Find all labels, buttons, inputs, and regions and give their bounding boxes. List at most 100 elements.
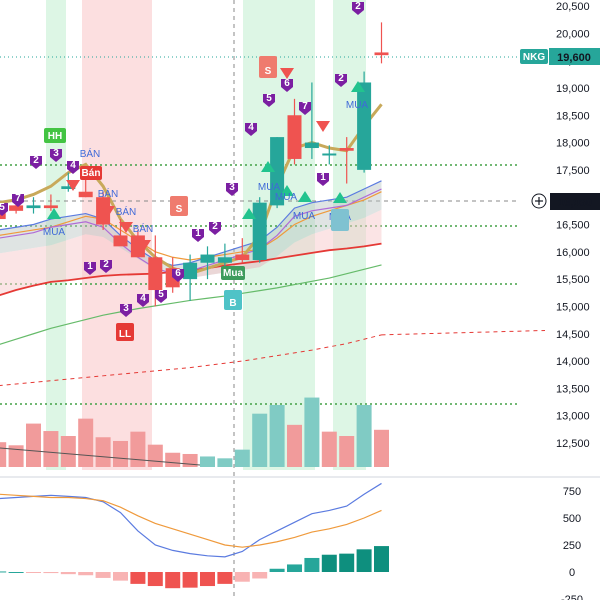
wave-marker-shape	[352, 2, 364, 15]
candle[interactable]	[322, 145, 337, 165]
candle-body	[217, 257, 232, 263]
candle-body	[287, 115, 302, 159]
macd-histogram-bar	[321, 554, 337, 572]
wave-marker-shape	[84, 262, 96, 275]
ll-badge-text: LL	[119, 329, 131, 340]
candle[interactable]	[200, 246, 215, 280]
candle[interactable]	[183, 254, 198, 301]
volume-bar	[356, 405, 372, 467]
candle-body	[78, 191, 93, 198]
sell-label: BÁN	[133, 222, 154, 235]
ma-dashed-ext	[381, 329, 546, 336]
buy-triangle	[351, 81, 365, 92]
macd-histogram-bar	[0, 571, 7, 573]
wave-marker-shape	[209, 222, 221, 235]
macd-histogram-bar	[130, 572, 146, 584]
wave-marker-shape	[137, 294, 149, 307]
crosshair-price-tag: 16,950	[550, 193, 600, 210]
crosshair-controls[interactable]	[531, 193, 547, 209]
price-tags: NKG 19,600 16,950	[520, 48, 600, 210]
buy-label: MUA	[258, 182, 281, 193]
price-tick-label: 16,000	[556, 247, 590, 259]
candle[interactable]	[78, 178, 93, 198]
wave-marker-shape	[263, 94, 275, 107]
volume-bar	[130, 431, 146, 467]
wave-marker-label: 3	[53, 148, 59, 159]
wave-marker: 2	[209, 221, 221, 235]
macd-histogram-bar	[8, 572, 24, 573]
wave-marker-label: 6	[175, 268, 181, 279]
candle-body	[304, 142, 319, 149]
volume-bar	[78, 418, 94, 467]
volume-bar	[8, 445, 24, 467]
candle[interactable]	[270, 137, 285, 209]
wave-marker-label: 3	[229, 182, 235, 193]
buy-tag-text: Mua	[223, 268, 243, 279]
candle[interactable]	[339, 137, 354, 184]
wave-marker: 1	[192, 228, 204, 242]
wave-marker: 4	[245, 122, 257, 136]
macd-histogram-bar	[26, 572, 41, 573]
volume-bar	[217, 458, 233, 467]
crosshair-tag-bg	[550, 193, 600, 210]
wave-marker: 6	[172, 268, 184, 282]
wave-marker-shape	[100, 260, 112, 273]
price-tick-label: 18,000	[556, 138, 590, 150]
volume-bar	[269, 405, 285, 467]
wave-marker-label: 3	[123, 303, 129, 314]
candle[interactable]	[304, 82, 319, 159]
osc-tick-label: 750	[563, 486, 581, 498]
price-tick-label: 13,000	[556, 411, 590, 423]
osc-tick-label: 250	[563, 540, 581, 552]
wave-marker-label: 2	[338, 73, 344, 84]
candle[interactable]	[252, 197, 267, 263]
wave-marker-label: 7	[15, 193, 21, 204]
b-badge-bg	[224, 290, 242, 310]
candle[interactable]	[96, 191, 111, 230]
macd-histogram-bar	[78, 572, 94, 576]
wave-marker-label: 2	[33, 155, 39, 166]
volume-bar	[43, 431, 59, 467]
wave-marker-shape	[30, 156, 42, 169]
buy-label: MUA	[293, 211, 316, 222]
signal-markers: 572341234561234567122MUAMUAMUAMUAMUAMUAB…	[0, 1, 368, 341]
buy-label: MUA	[275, 192, 298, 203]
candlesticks[interactable]	[0, 22, 389, 307]
wave-marker: 2	[100, 259, 112, 273]
candle-body	[270, 137, 285, 206]
candle[interactable]	[26, 197, 41, 214]
s-badge-text: S	[176, 204, 183, 215]
b-badge-2	[331, 209, 349, 231]
candle[interactable]	[374, 22, 389, 64]
sell-label: BÁN	[80, 147, 101, 160]
candle-body	[61, 186, 76, 189]
price-tick-label: 15,000	[556, 301, 590, 313]
wave-marker: 1	[317, 172, 329, 186]
candle[interactable]	[287, 98, 302, 165]
candle[interactable]	[217, 243, 232, 269]
candle[interactable]	[43, 194, 58, 211]
candle-body	[374, 52, 389, 56]
volume-bar	[304, 397, 320, 467]
wave-marker-label: 5	[0, 202, 5, 213]
sell-label: BÁN	[98, 187, 119, 200]
wave-marker-shape	[172, 269, 184, 282]
add-alert-icon[interactable]	[531, 193, 547, 209]
price-tick-label: 15,500	[556, 274, 590, 286]
macd-histogram-bar	[200, 572, 215, 587]
sell-tag: Bán	[80, 166, 102, 180]
candle[interactable]	[357, 71, 372, 173]
volume-bar	[147, 444, 163, 467]
s-badge: S	[170, 196, 188, 216]
sell-label: BÁN	[116, 205, 137, 218]
candle[interactable]	[235, 238, 250, 263]
volume-bar	[374, 429, 389, 467]
volume-bar	[95, 437, 111, 467]
wave-marker: 6	[281, 78, 293, 92]
wave-marker-label: 2	[212, 221, 218, 232]
macd-histogram-bar	[356, 549, 372, 572]
macd-histogram-bar	[252, 572, 268, 579]
price-axis[interactable]: 20,50020,00019,50019,00018,50018,00017,5…	[556, 1, 590, 600]
